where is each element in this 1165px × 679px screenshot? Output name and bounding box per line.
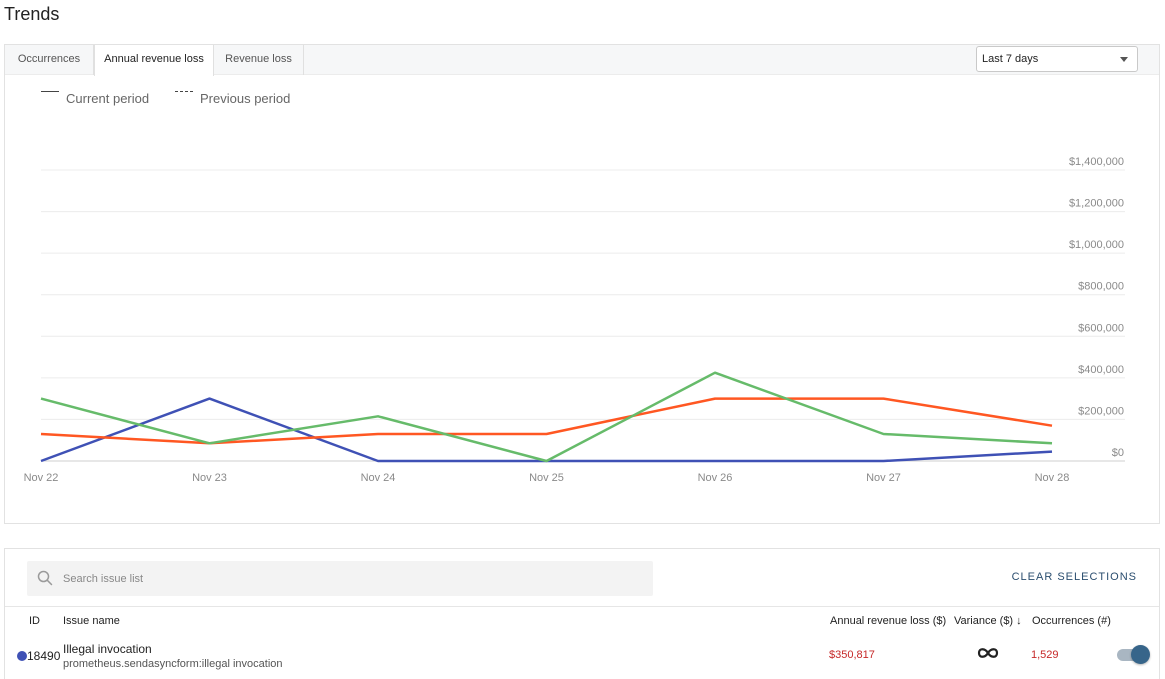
infinity-icon	[977, 648, 999, 658]
table-header: ID Issue name Annual revenue loss ($) Va…	[5, 606, 1159, 635]
issue-name[interactable]: Illegal invocation	[63, 642, 152, 656]
caret-down-icon	[1120, 57, 1128, 62]
x-tick-label: Nov 22	[24, 472, 59, 484]
toggle-knob	[1131, 645, 1150, 664]
series-line-2[interactable]	[40, 371, 1053, 463]
solid-line-swatch	[41, 91, 59, 92]
column-header-annual-revenue-loss[interactable]: Annual revenue loss ($)	[830, 615, 947, 627]
y-tick-label: $400,000	[1078, 364, 1124, 376]
x-tick-label: Nov 24	[361, 472, 396, 484]
search-box	[27, 561, 653, 596]
column-header-issue-name[interactable]: Issue name	[63, 615, 120, 627]
series-line-0[interactable]	[40, 397, 1053, 463]
clear-selections-button[interactable]: CLEAR SELECTIONS	[1011, 571, 1137, 583]
table-row[interactable]: 18490 Illegal invocation prometheus.send…	[5, 636, 1159, 679]
x-tick-label: Nov 25	[529, 472, 564, 484]
y-tick-label: $800,000	[1078, 281, 1124, 293]
chart-gridlines	[41, 169, 1125, 462]
series-color-dot	[17, 651, 27, 661]
issue-annual-revenue-loss: $350,817	[829, 649, 875, 661]
search-icon	[37, 570, 53, 586]
search-input[interactable]	[63, 561, 643, 596]
y-axis-ticks: $0 $200,000 $400,000 $600,000 $800,000 $1,000…	[1069, 156, 1124, 459]
x-tick-label: Nov 28	[1035, 472, 1070, 484]
y-tick-label: $1,000,000	[1069, 239, 1124, 251]
column-header-occurrences[interactable]: Occurrences (#)	[1032, 615, 1111, 627]
trends-card: Occurrences Annual revenue loss Revenue …	[4, 44, 1160, 524]
tab-annual-revenue-loss[interactable]: Annual revenue loss	[94, 45, 214, 76]
row-select-toggle[interactable]	[1117, 645, 1150, 665]
tab-bar: Occurrences Annual revenue loss Revenue …	[5, 45, 1159, 76]
chart-series	[40, 371, 1053, 463]
column-header-id[interactable]: ID	[29, 615, 40, 627]
legend-previous-label: Previous period	[200, 91, 291, 106]
issue-id: 18490	[27, 649, 61, 663]
x-axis-ticks: Nov 22 Nov 23 Nov 24 Nov 25 Nov 26 Nov 27 Nov …	[24, 472, 1070, 484]
y-tick-label: $200,000	[1078, 405, 1124, 417]
y-tick-label: $1,400,000	[1069, 156, 1124, 168]
tab-revenue-loss[interactable]: Revenue loss	[214, 45, 304, 75]
trend-line-chart: $0 $200,000 $400,000 $600,000 $800,000 $1,000…	[24, 156, 1125, 484]
period-select-value: Last 7 days	[982, 53, 1039, 65]
page-title: Trends	[4, 4, 60, 24]
y-tick-label: $0	[1112, 447, 1124, 459]
tab-occurrences[interactable]: Occurrences	[5, 45, 94, 75]
y-tick-label: $1,200,000	[1069, 198, 1124, 210]
x-tick-label: Nov 27	[866, 472, 901, 484]
issue-occurrences: 1,529	[1031, 649, 1059, 661]
legend-current-label: Current period	[66, 91, 150, 106]
column-header-variance[interactable]: Variance ($) ↓	[954, 615, 1022, 627]
x-tick-label: Nov 23	[192, 472, 227, 484]
dashed-line-swatch	[175, 91, 193, 92]
period-select[interactable]: Last 7 days	[976, 46, 1138, 72]
issue-list-card: CLEAR SELECTIONS ID Issue name Annual re…	[4, 548, 1160, 679]
x-tick-label: Nov 26	[698, 472, 733, 484]
y-tick-label: $600,000	[1078, 322, 1124, 334]
issue-subtitle: prometheus.sendasyncform:illegal invocat…	[63, 658, 283, 670]
